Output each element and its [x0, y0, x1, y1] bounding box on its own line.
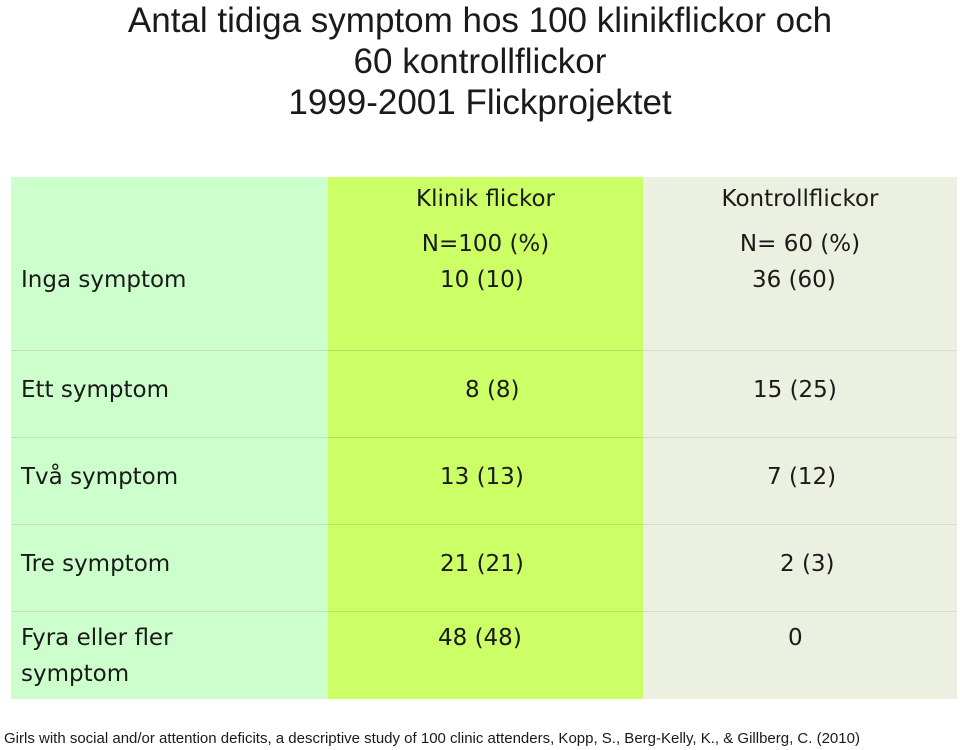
control-value-cell: 0 [643, 612, 957, 699]
row-label: Inga symptom [21, 267, 187, 293]
control-value-cell: 36 (60) [643, 264, 957, 351]
clinic-value-cell: 48 (48) [328, 612, 643, 699]
clinic-value-cell: 21 (21) [328, 525, 643, 612]
header-control-n: N= 60 (%) [739, 231, 861, 257]
row-label: Tre symptom [21, 551, 171, 577]
row-label-cell: Inga symptom [11, 264, 328, 351]
row-label-cell: Fyra eller fler symptom [11, 612, 328, 699]
header-clinic-cell: Klinik flickor N=100 (%) [328, 177, 643, 264]
row-label: Ett symptom [21, 377, 169, 403]
title-line-3: 1999-2001 Flickprojektet [288, 83, 672, 122]
control-value-cell: 2 (3) [643, 525, 957, 612]
clinic-value: 48 (48) [438, 625, 522, 651]
control-value: 0 [788, 625, 803, 651]
control-value: 36 (60) [752, 267, 836, 293]
clinic-value: 8 (8) [465, 377, 520, 403]
header-clinic-n: N=100 (%) [421, 231, 550, 257]
citation-footnote: Girls with social and/or attention defic… [4, 730, 860, 747]
header-control-cell: Kontrollflickor N= 60 (%) [643, 177, 957, 264]
control-value: 15 (25) [753, 377, 837, 403]
clinic-value-cell: 8 (8) [328, 351, 643, 438]
row-label-cell: Två symptom [11, 438, 328, 525]
row-label-cell: Tre symptom [11, 525, 328, 612]
header-clinic-title: Klinik flickor [415, 186, 555, 212]
clinic-value-cell: 13 (13) [328, 438, 643, 525]
header-control-title: Kontrollflickor [721, 186, 879, 212]
clinic-value: 13 (13) [440, 464, 524, 490]
row-label: Två symptom [21, 464, 179, 490]
control-value-cell: 15 (25) [643, 351, 957, 438]
control-value: 7 (12) [767, 464, 837, 490]
row-label: Fyra eller fler symptom [21, 625, 173, 687]
title-line-1: Antal tidiga symptom hos 100 klinikflick… [127, 1, 833, 40]
clinic-value: 21 (21) [440, 551, 524, 577]
slide-title: Antal tidiga symptom hos 100 klinikflick… [0, 0, 960, 123]
title-line-2: 60 kontrollflickor [353, 42, 607, 81]
row-label-cell: Ett symptom [11, 351, 328, 438]
header-empty-cell [11, 177, 328, 264]
control-value: 2 (3) [780, 551, 835, 577]
control-value-cell: 7 (12) [643, 438, 957, 525]
clinic-value-cell: 10 (10) [328, 264, 643, 351]
symptom-table: Klinik flickor N=100 (%) Kontrollflickor… [11, 177, 957, 699]
clinic-value: 10 (10) [440, 267, 524, 293]
